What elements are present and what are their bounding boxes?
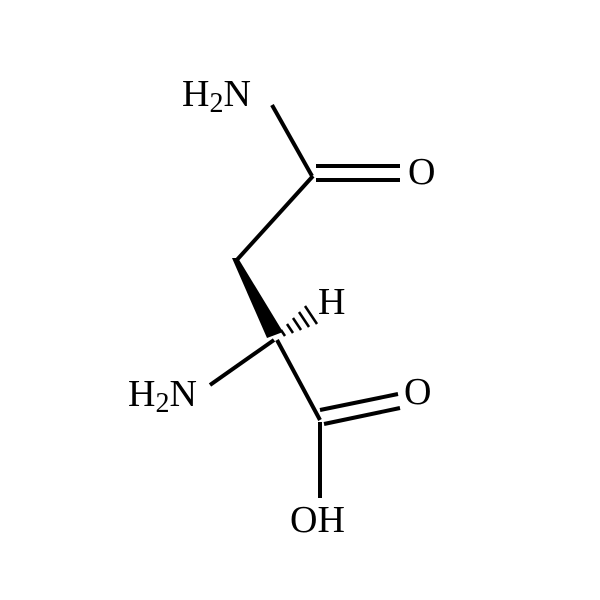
amide-nh2-label: H2N [182, 72, 251, 116]
molecule-diagram: H2N O H H2N O OH [0, 0, 600, 600]
carboxyl-oxygen-label: O [404, 370, 431, 414]
amide-oxygen-label: O [408, 150, 435, 194]
hydroxyl-label: OH [290, 498, 345, 542]
stereo-hydrogen-label: H [318, 280, 345, 324]
amine-nh2-label: H2N [128, 372, 197, 416]
